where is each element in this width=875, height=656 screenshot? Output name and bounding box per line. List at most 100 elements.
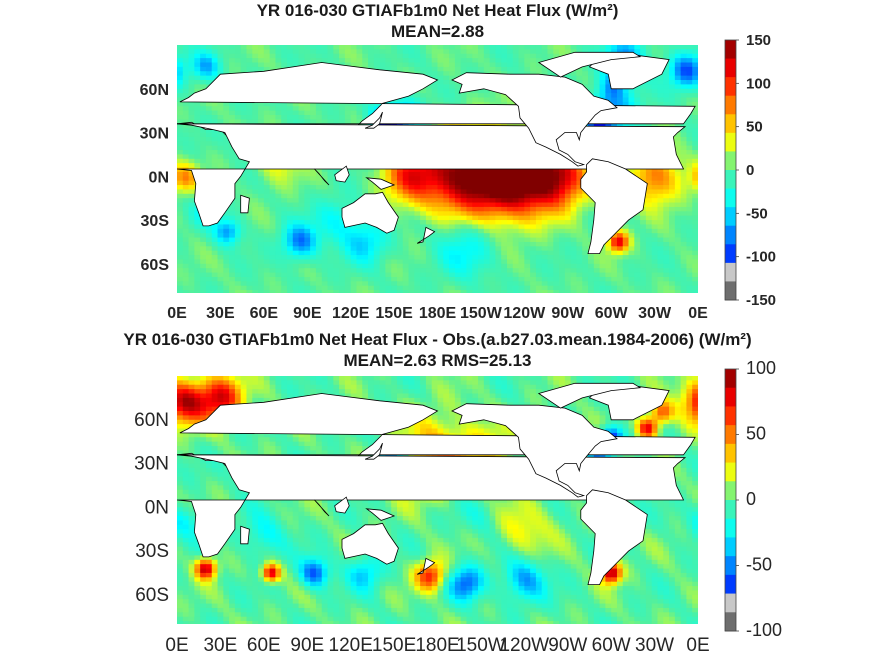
bottom-chart-title: YR 016-030 GTIAFb1m0 Net Heat Flux - Obs…: [123, 330, 752, 349]
land-mass: [240, 194, 250, 214]
land-mass: [364, 111, 383, 129]
x-tick-label: 150W: [460, 305, 503, 322]
colorbar-segment: [725, 481, 736, 501]
land-mass: [364, 442, 383, 460]
bottom-chart-subtitle: MEAN=2.63 RMS=25.13: [343, 351, 532, 370]
colorbar-segment: [725, 281, 736, 301]
colorbar-tick-label: -50: [746, 555, 772, 575]
land-mass: [537, 51, 642, 78]
colorbar-segment: [725, 225, 736, 245]
x-tick-label: 60W: [595, 305, 629, 322]
y-tick-label: 0N: [149, 169, 169, 186]
colorbar-tick-label: 50: [746, 119, 763, 136]
colorbar-segment: [725, 188, 736, 208]
colorbar-segment: [725, 574, 736, 595]
colorbar-segment: [725, 95, 736, 115]
x-tick-label: 150E: [372, 635, 416, 656]
land-mass: [314, 499, 330, 517]
colorbar-segment: [725, 132, 736, 152]
colorbar-tick-label: -100: [746, 620, 782, 640]
x-tick-label: 30E: [206, 305, 235, 322]
colorbar-segment: [725, 462, 736, 482]
land-mass: [240, 525, 250, 545]
colorbar-segment: [725, 114, 736, 134]
land-mass: [580, 489, 648, 585]
y-tick-label: 30S: [135, 541, 169, 562]
x-tick-label: 120E: [332, 305, 370, 322]
y-tick-label: 30N: [134, 454, 169, 475]
land-mass: [314, 168, 330, 186]
colorbar-segment: [725, 537, 736, 557]
land-mass: [537, 382, 642, 409]
land-mass: [365, 177, 396, 190]
colorbar-segment: [725, 387, 736, 407]
x-tick-label: 30W: [635, 635, 674, 656]
y-tick-label: 60S: [141, 257, 170, 274]
colorbar-segment: [725, 425, 736, 445]
x-tick-label: 90W: [551, 305, 585, 322]
colorbar-tick-label: -100: [746, 249, 776, 266]
x-tick-label: 0E: [688, 305, 708, 322]
colorbar-segment: [725, 593, 736, 613]
y-tick-label: 30S: [141, 213, 170, 230]
land-mass: [416, 557, 436, 575]
x-tick-label: 30W: [638, 305, 672, 322]
colorbar-tick-label: -150: [746, 292, 776, 309]
x-tick-label: 0E: [686, 635, 709, 656]
y-tick-label: 60S: [135, 585, 169, 606]
colorbar-segment: [725, 207, 736, 227]
x-tick-label: 90W: [548, 635, 587, 656]
x-tick-label: 120W: [503, 305, 546, 322]
land-mass: [580, 158, 648, 255]
colorbar-tick-label: 100: [746, 75, 771, 92]
x-tick-label: 90E: [293, 305, 322, 322]
x-tick-label: 150E: [375, 305, 413, 322]
x-tick-label: 180E: [419, 305, 457, 322]
colorbar-tick-label: 100: [746, 358, 776, 378]
colorbar-segment: [725, 500, 736, 520]
x-tick-label: 30E: [203, 635, 237, 656]
x-tick-label: 90E: [290, 635, 324, 656]
colorbar-segment: [725, 443, 736, 464]
colorbar-segment: [725, 77, 736, 97]
land-mass: [451, 403, 618, 498]
land-mass: [365, 508, 396, 521]
x-tick-label: 180E: [415, 635, 459, 656]
land-mass: [334, 496, 350, 514]
colorbar-segment: [725, 40, 736, 60]
x-tick-label: 60W: [592, 635, 631, 656]
colorbar-tick-label: -50: [746, 205, 768, 222]
colorbar-segment: [725, 244, 736, 264]
top-chart-title: YR 016-030 GTIAFb1m0 Net Heat Flux (W/m²…: [256, 1, 619, 20]
land-mass: [416, 226, 436, 244]
x-tick-label: 120W: [499, 635, 549, 656]
y-tick-label: 30N: [140, 126, 169, 143]
colorbar-segment: [725, 58, 736, 78]
y-tick-label: 60N: [134, 410, 169, 431]
colorbar-segment: [725, 406, 736, 426]
colorbar-segment: [725, 170, 736, 190]
land-mass: [341, 191, 399, 234]
x-tick-label: 60E: [250, 305, 279, 322]
land-mass: [341, 522, 399, 565]
land-mass: [451, 72, 618, 167]
colorbar-segment: [725, 518, 736, 538]
colorbar-segment: [725, 556, 736, 576]
x-tick-label: 60E: [247, 635, 281, 656]
colorbar-tick-label: 0: [746, 162, 754, 179]
colorbar-tick-label: 0: [746, 489, 756, 509]
x-tick-label: 150W: [456, 635, 506, 656]
top-chart-subtitle: MEAN=2.88: [390, 22, 485, 41]
y-tick-label: 0N: [145, 497, 169, 518]
colorbar-segment: [725, 151, 736, 171]
x-tick-label: 0E: [167, 305, 187, 322]
net-heat-flux-map: 0E 30E 60E 90E 120E 150E 180E 150W 120W 90W 60W 30W…: [140, 32, 776, 322]
colorbar-segment: [725, 262, 736, 282]
colorbar-segment: [725, 612, 736, 632]
y-tick-label: 60N: [140, 82, 169, 99]
x-tick-label: 0E: [165, 635, 188, 656]
colorbar-tick-label: 150: [746, 32, 771, 49]
colorbar-segment: [725, 369, 736, 389]
colorbar-tick-label: 50: [746, 424, 766, 444]
